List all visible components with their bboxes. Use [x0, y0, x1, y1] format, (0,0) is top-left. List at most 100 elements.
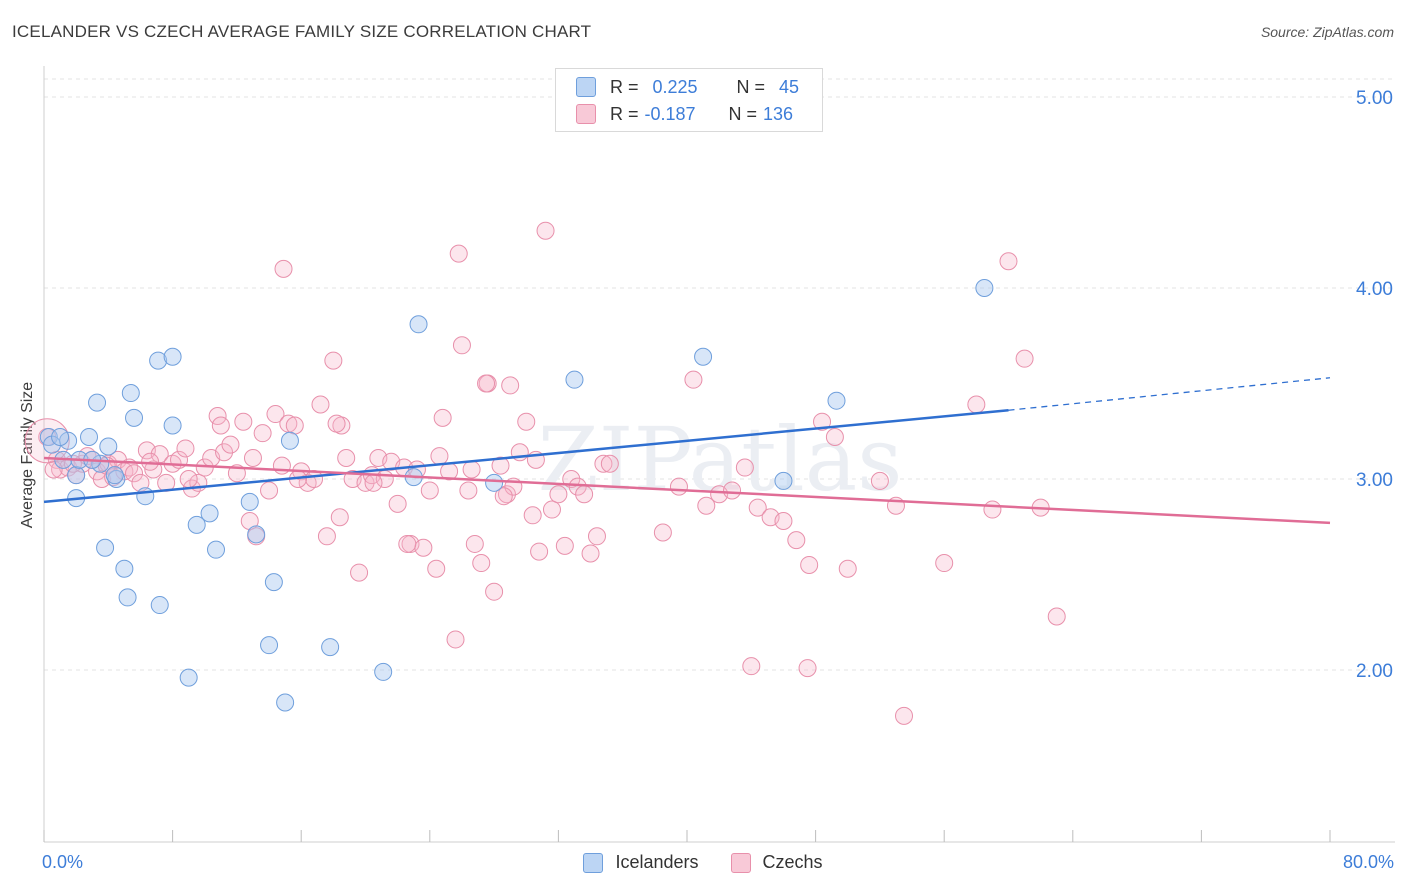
- data-point-czechs: [999, 252, 1018, 271]
- data-point-czechs: [1047, 607, 1066, 626]
- legend-item-czechs[interactable]: Czechs: [730, 852, 823, 873]
- data-point-icelanders: [276, 693, 295, 712]
- trend-line-icelanders-extension: [1008, 377, 1331, 411]
- legend-r-value: -0.187: [644, 103, 696, 124]
- data-point-czechs: [462, 460, 481, 479]
- data-point-czechs: [825, 427, 844, 446]
- data-point-czechs: [477, 374, 496, 393]
- trend-line-icelanders: [43, 408, 1009, 504]
- data-point-icelanders: [374, 662, 393, 681]
- data-point-czechs: [735, 458, 754, 477]
- data-point-czechs: [935, 554, 954, 573]
- data-point-icelanders: [694, 347, 713, 366]
- data-point-icelanders: [179, 668, 198, 687]
- data-point-czechs: [337, 448, 356, 467]
- data-point-czechs: [575, 485, 594, 504]
- legend-swatch-pink: [576, 104, 596, 124]
- data-point-czechs: [800, 555, 819, 574]
- data-point-icelanders: [121, 384, 140, 403]
- data-point-czechs: [465, 534, 484, 553]
- data-point-czechs: [131, 473, 150, 492]
- data-point-czechs: [285, 416, 304, 435]
- y-tick-label: 3.00: [1356, 470, 1393, 491]
- data-point-czechs: [517, 412, 536, 431]
- data-point-icelanders: [51, 427, 70, 446]
- correlation-legend: R = 0.225 N = 45 R = -0.187 N = 136: [555, 68, 823, 132]
- legend-n-label: N =: [736, 76, 766, 97]
- data-point-czechs: [523, 506, 542, 525]
- data-point-czechs: [125, 464, 144, 483]
- data-point-czechs: [568, 477, 587, 496]
- data-point-czechs: [983, 500, 1002, 519]
- data-point-icelanders: [187, 515, 206, 534]
- data-point-czechs: [449, 244, 468, 263]
- data-point-czechs: [274, 259, 293, 278]
- data-point-czechs: [774, 512, 793, 531]
- data-point-icelanders: [247, 525, 266, 544]
- data-point-czechs-cluster: [24, 418, 70, 464]
- data-point-czechs: [433, 408, 452, 427]
- data-point-czechs: [491, 456, 510, 475]
- data-point-czechs: [388, 494, 407, 513]
- data-point-czechs: [208, 406, 227, 425]
- series-legend: Icelanders Czechs: [0, 852, 1406, 873]
- data-point-icelanders: [321, 638, 340, 657]
- y-tick-label: 4.00: [1356, 279, 1393, 300]
- data-point-czechs: [555, 536, 574, 555]
- legend-item-icelanders[interactable]: Icelanders: [583, 852, 699, 873]
- data-point-icelanders: [80, 427, 99, 446]
- data-point-czechs: [179, 470, 198, 488]
- data-point-icelanders: [96, 538, 115, 557]
- data-point-icelanders: [99, 437, 118, 456]
- data-point-czechs: [430, 447, 449, 466]
- data-point-czechs: [420, 481, 439, 500]
- data-point-czechs: [1015, 349, 1034, 368]
- data-point-czechs: [44, 460, 63, 479]
- data-point-czechs: [327, 414, 346, 433]
- data-point-czechs: [594, 454, 613, 473]
- data-point-czechs: [669, 477, 688, 496]
- data-point-czechs: [330, 508, 349, 527]
- data-point-icelanders: [125, 408, 144, 427]
- legend-r-value: 0.225: [652, 76, 698, 97]
- data-point-icelanders: [200, 504, 219, 523]
- data-point-icelanders: [565, 370, 584, 389]
- data-point-czechs: [243, 448, 262, 467]
- data-point-czechs: [211, 416, 230, 435]
- data-point-czechs: [472, 554, 491, 573]
- data-point-icelanders: [280, 431, 299, 450]
- data-point-czechs: [684, 370, 703, 389]
- data-point-icelanders: [409, 315, 428, 334]
- x-tick-label-max: 80.0%: [1342, 852, 1394, 872]
- data-point-czechs: [414, 538, 433, 557]
- legend-n-value: 136: [763, 103, 794, 124]
- x-tick-label-min: 0.0%: [42, 852, 84, 872]
- data-point-czechs: [260, 481, 279, 500]
- data-point-czechs: [364, 473, 383, 492]
- data-point-czechs: [787, 531, 806, 550]
- data-point-icelanders: [118, 588, 137, 607]
- legend-r-label: R =: [610, 103, 639, 124]
- axes: [43, 66, 1395, 843]
- data-point-icelanders: [105, 466, 124, 485]
- legend-label-icelanders: Icelanders: [615, 852, 699, 872]
- data-point-icelanders: [774, 471, 793, 490]
- y-tick-label: 5.00: [1356, 88, 1393, 109]
- trend-lines: [43, 377, 1331, 525]
- data-point-czechs: [317, 527, 336, 546]
- trend-line-czechs: [43, 456, 1331, 525]
- data-point-icelanders: [149, 351, 168, 370]
- data-point-czechs: [398, 534, 417, 553]
- data-point-icelanders: [207, 540, 226, 559]
- legend-swatch-blue: [576, 77, 596, 97]
- data-point-czechs: [967, 395, 986, 414]
- data-point-czechs: [324, 351, 343, 370]
- data-point-icelanders: [115, 559, 134, 578]
- data-point-czechs: [813, 412, 832, 431]
- data-point-czechs: [350, 563, 369, 582]
- data-point-czechs: [497, 485, 516, 504]
- y-tick-labels: 2.00 3.00 4.00 5.00: [1356, 88, 1393, 682]
- data-point-czechs: [311, 395, 330, 414]
- data-point-czechs: [838, 559, 857, 578]
